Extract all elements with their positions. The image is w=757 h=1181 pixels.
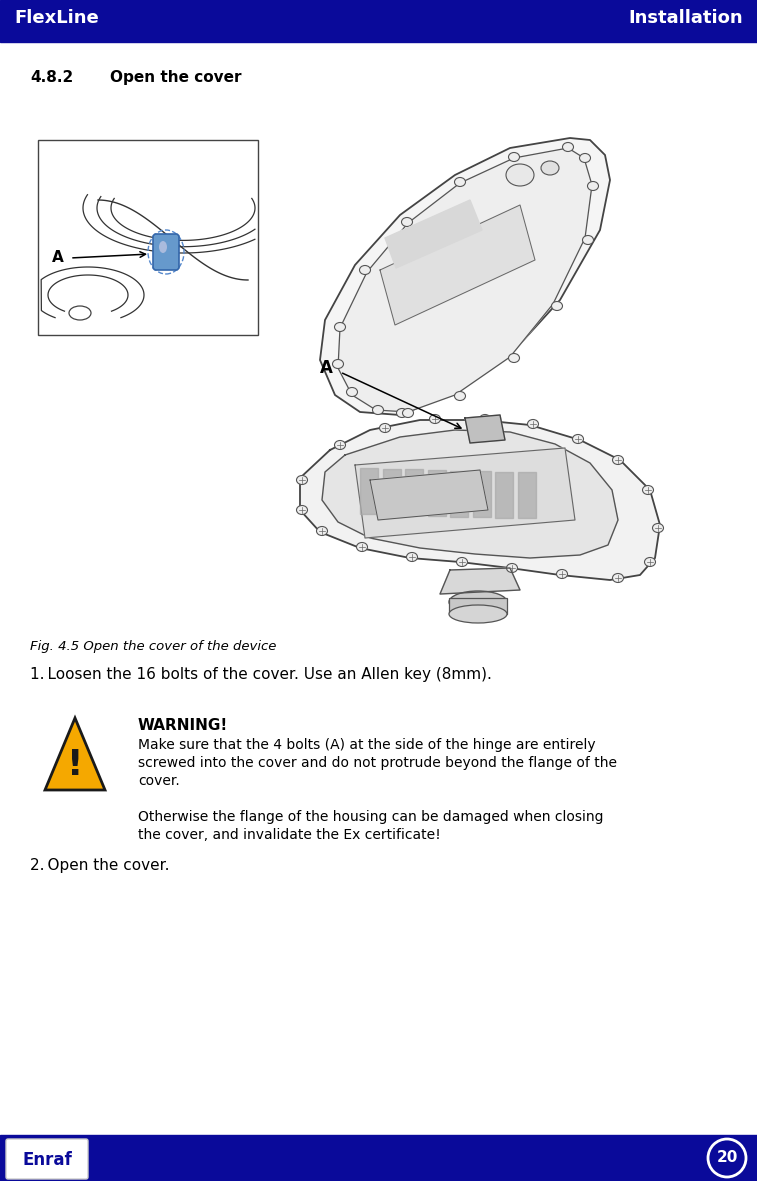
Ellipse shape [572,435,584,444]
Ellipse shape [347,387,357,397]
Ellipse shape [159,241,167,253]
Text: Open the cover: Open the cover [110,70,241,85]
Polygon shape [370,470,488,520]
FancyBboxPatch shape [6,1138,88,1179]
Ellipse shape [429,415,441,424]
Ellipse shape [403,409,413,418]
Text: 1. Loosen the 16 bolts of the cover. Use an Allen key (8mm).: 1. Loosen the 16 bolts of the cover. Use… [30,667,492,681]
Ellipse shape [454,391,466,400]
Polygon shape [300,420,660,580]
Text: cover.: cover. [138,774,179,788]
Ellipse shape [449,605,507,624]
Ellipse shape [506,164,534,185]
Polygon shape [428,470,446,516]
Bar [0,0,757,35]
Text: Fig. 4.5 Open the cover of the device: Fig. 4.5 Open the cover of the device [30,640,276,653]
Polygon shape [322,430,618,557]
Text: A: A [320,359,333,377]
Ellipse shape [335,441,345,450]
Ellipse shape [509,152,519,162]
Ellipse shape [456,557,468,567]
Text: WARNING!: WARNING! [138,718,229,733]
Text: Enraf: Enraf [22,1151,72,1169]
Ellipse shape [653,523,663,533]
Ellipse shape [556,569,568,579]
Polygon shape [440,568,520,594]
Ellipse shape [479,415,491,424]
Bar [38,141,258,335]
Ellipse shape [357,542,367,552]
Text: screwed into the cover and do not protrude beyond the flange of the: screwed into the cover and do not protru… [138,756,617,770]
Text: Make sure that the 4 bolts (A) at the side of the hinge are entirely: Make sure that the 4 bolts (A) at the si… [138,738,596,752]
Ellipse shape [644,557,656,567]
Ellipse shape [407,553,418,561]
Ellipse shape [506,563,518,573]
Polygon shape [320,138,610,415]
Ellipse shape [297,505,307,515]
Ellipse shape [528,419,538,429]
Polygon shape [465,415,505,443]
Bar [449,598,507,614]
Ellipse shape [379,424,391,432]
Polygon shape [518,472,535,518]
FancyBboxPatch shape [153,234,179,270]
Ellipse shape [316,527,328,535]
Ellipse shape [332,359,344,368]
Text: Otherwise the flange of the housing can be damaged when closing: Otherwise the flange of the housing can … [138,810,603,824]
Polygon shape [382,469,400,515]
Ellipse shape [360,266,370,274]
Ellipse shape [580,154,590,163]
Text: 20: 20 [716,1150,737,1166]
Ellipse shape [454,177,466,187]
Ellipse shape [297,476,307,484]
Polygon shape [472,471,491,517]
Ellipse shape [449,590,507,613]
Ellipse shape [582,235,593,244]
Polygon shape [360,468,378,514]
Polygon shape [45,718,105,790]
Bar [0,1135,757,1181]
Text: the cover, and invalidate the Ex certificate!: the cover, and invalidate the Ex certifi… [138,828,441,842]
Polygon shape [338,148,592,412]
Ellipse shape [335,322,345,332]
Ellipse shape [397,409,407,418]
Text: 2. Open the cover.: 2. Open the cover. [30,859,170,873]
Polygon shape [495,471,513,517]
Bar [0,35,757,43]
Text: A: A [52,250,64,266]
Text: FlexLine: FlexLine [14,9,98,27]
Ellipse shape [509,353,519,363]
Text: Installation: Installation [628,9,743,27]
Text: !: ! [67,748,83,782]
Ellipse shape [69,306,91,320]
Ellipse shape [612,574,624,582]
Ellipse shape [612,456,624,464]
Polygon shape [380,205,535,325]
Polygon shape [405,469,423,515]
Ellipse shape [372,405,384,415]
Ellipse shape [552,301,562,311]
Ellipse shape [643,485,653,495]
Polygon shape [385,200,482,268]
Ellipse shape [401,217,413,227]
Ellipse shape [562,143,574,151]
Ellipse shape [541,161,559,175]
Polygon shape [355,448,575,539]
Polygon shape [450,470,468,516]
Text: 4.8.2: 4.8.2 [30,70,73,85]
Ellipse shape [587,182,599,190]
